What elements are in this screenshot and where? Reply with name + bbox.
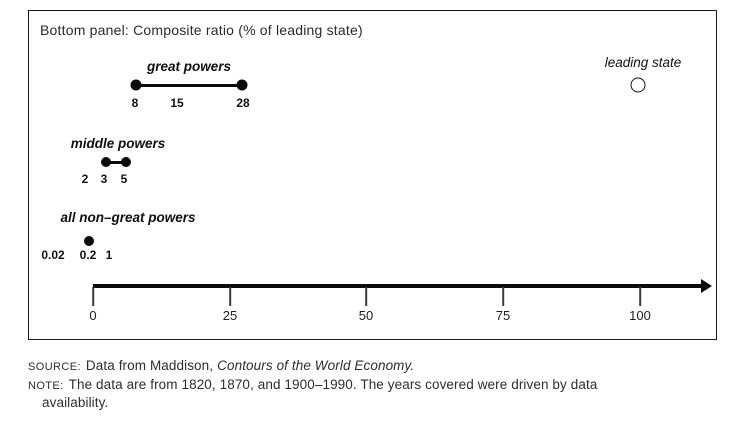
great-powers-max-value: 28	[236, 96, 250, 110]
note-label: NOTE:	[28, 380, 64, 392]
middle-powers-min-dot	[101, 157, 111, 167]
great-powers-label: great powers	[146, 59, 232, 74]
x-axis-tick-0	[92, 287, 94, 306]
x-axis-tick-label-25: 25	[222, 308, 238, 323]
middle-powers-mid-value: 3	[100, 172, 108, 186]
great-powers-range-segment	[136, 83, 242, 87]
x-axis-line	[93, 284, 703, 288]
source-label: SOURCE:	[28, 361, 81, 373]
note-continuation-text: availability.	[42, 395, 109, 410]
leading-state-marker	[630, 77, 646, 93]
middle-powers-range-segment	[106, 160, 126, 164]
note-text: The data are from 1820, 1870, and 1900–1…	[68, 377, 598, 392]
non-great-powers-mid-value: 0.2	[79, 248, 97, 262]
x-axis-tick-25	[229, 287, 231, 306]
note-line: NOTE: The data are from 1820, 1870, and 1…	[28, 377, 597, 392]
panel-title: Bottom panel: Composite ratio (% of lead…	[40, 22, 363, 38]
great-powers-max-dot	[236, 79, 248, 91]
x-axis-tick-label-50: 50	[358, 308, 374, 323]
x-axis-tick-label-75: 75	[495, 308, 511, 323]
great-powers-min-dot	[130, 79, 142, 91]
non-great-powers-dot	[84, 236, 94, 246]
note-continuation-line: availability.	[42, 395, 108, 410]
source-text: Data from Maddison,	[85, 358, 214, 373]
x-axis-tick-label-100: 100	[629, 308, 651, 323]
middle-powers-max-dot	[121, 157, 131, 167]
leading-state-label: leading state	[604, 55, 682, 70]
chart-panel: Bottom panel: Composite ratio (% of lead…	[28, 10, 717, 340]
middle-powers-label: middle powers	[70, 136, 166, 151]
great-powers-min-value: 8	[131, 96, 139, 110]
x-axis-arrowhead-icon	[701, 278, 712, 293]
middle-powers-min-value: 2	[81, 172, 89, 186]
great-powers-mid-value: 15	[170, 96, 184, 110]
x-axis-tick-50	[365, 287, 367, 306]
middle-powers-max-value: 5	[120, 172, 128, 186]
x-axis-tick-75	[502, 287, 504, 306]
source-line: SOURCE: Data from Maddison, Contours of th…	[28, 358, 414, 373]
non-great-powers-min-value: 0.02	[41, 248, 65, 262]
non-great-powers-max-value: 1	[105, 248, 113, 262]
source-work-title: Contours of the World Economy.	[217, 358, 415, 373]
x-axis-tick-label-0: 0	[89, 308, 97, 323]
non-great-powers-label: all non–great powers	[60, 210, 196, 225]
x-axis-tick-100	[639, 287, 641, 306]
